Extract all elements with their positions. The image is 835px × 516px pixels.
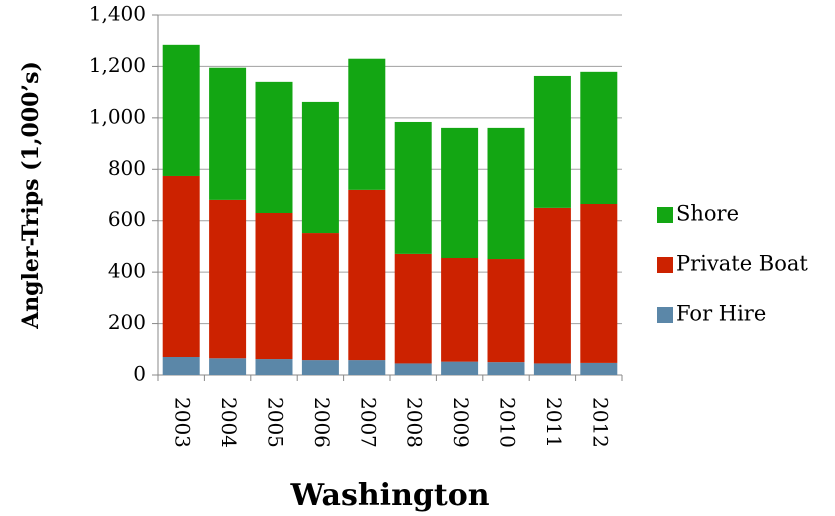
bar-segment [441, 361, 479, 375]
bar-segment [487, 259, 525, 363]
bar-segment [533, 363, 571, 375]
bar-segment [580, 362, 618, 375]
bar-segment [162, 44, 200, 176]
x-tick-label: 2011 [542, 397, 566, 448]
x-tick-label: 2007 [356, 397, 380, 448]
x-tick-label: 2005 [264, 397, 288, 448]
legend-swatch [657, 307, 673, 323]
bar-segment [301, 233, 339, 361]
bar-segment [209, 67, 247, 200]
bar-segment [301, 360, 339, 375]
y-tick-label: 1,400 [89, 2, 146, 26]
legend-label: For Hire [676, 302, 766, 326]
y-axis-label: Angler-Trips (1,000’s) [18, 61, 44, 330]
y-tick-label: 400 [108, 259, 146, 283]
bar-segment [209, 358, 247, 375]
bar-segment [533, 207, 571, 364]
bar-segment [441, 127, 479, 258]
legend-label: Private Boat [676, 252, 808, 276]
bar-segment [255, 213, 293, 360]
x-tick-label: 2010 [496, 397, 520, 448]
y-tick-label: 1,200 [89, 53, 146, 77]
bar-segment [348, 189, 386, 361]
y-tick-label: 0 [133, 362, 146, 386]
y-tick-label: 800 [108, 156, 146, 180]
x-tick-label: 2009 [449, 397, 473, 448]
bar-segment [580, 204, 618, 363]
legend-swatch [657, 257, 673, 273]
bar-segment [255, 81, 293, 213]
legend-label: Shore [676, 202, 739, 226]
bar-segment [162, 357, 200, 375]
y-tick-label: 600 [108, 207, 146, 231]
x-tick-label: 2003 [171, 397, 195, 448]
y-tick-label: 1,000 [89, 104, 146, 128]
bar-segment [348, 360, 386, 375]
x-tick-label: 2004 [217, 397, 241, 448]
x-tick-label: 2008 [403, 397, 427, 448]
y-tick-label: 200 [108, 310, 146, 334]
bar-segment [301, 101, 339, 234]
bar-segment [487, 362, 525, 375]
bar-segment [209, 199, 247, 359]
bar-segment [441, 258, 479, 362]
bar-segment [394, 253, 432, 364]
legend-swatch [657, 207, 673, 223]
x-tick-label: 2006 [310, 397, 334, 448]
bar-segment [348, 58, 386, 190]
x-tick-label: 2012 [588, 397, 612, 448]
bar-segment [580, 71, 618, 204]
bar-segment [162, 175, 200, 357]
bar-segment [394, 121, 432, 254]
bar-segment [487, 127, 525, 260]
bar-segment [255, 359, 293, 375]
bar-segment [394, 363, 432, 375]
bar-segment [533, 75, 571, 208]
x-axis-label: Washington [289, 478, 489, 513]
